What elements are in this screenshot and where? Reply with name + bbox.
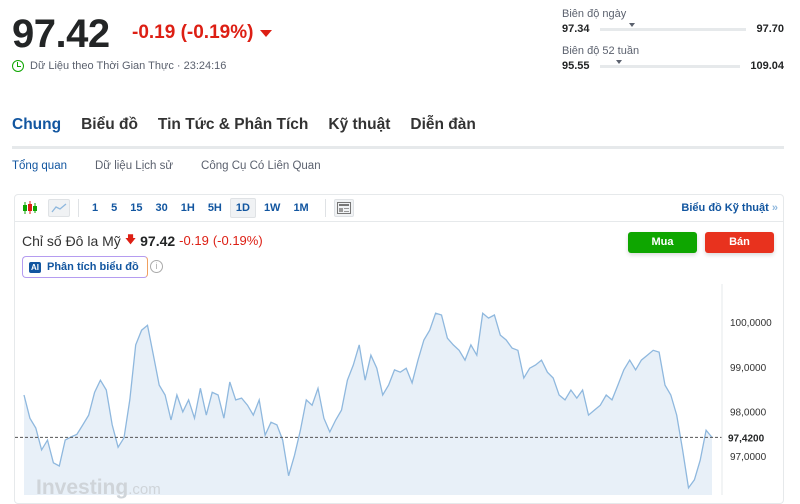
- subtab-cong-cu[interactable]: Công Cụ Có Liên Quan: [201, 160, 321, 172]
- interval-1m[interactable]: 1M: [293, 201, 309, 214]
- day-low: 97.34: [562, 23, 590, 35]
- instrument-price: 97.42: [140, 232, 176, 249]
- current-price-tag: [723, 429, 771, 446]
- day-high: 97.70: [756, 23, 784, 35]
- info-icon[interactable]: i: [150, 260, 163, 273]
- current-price-label: 97,4200: [728, 433, 765, 444]
- buy-button[interactable]: Mua: [628, 232, 697, 253]
- instrument-name: Chỉ số Đô la Mỹ: [22, 232, 121, 249]
- technical-chart-link[interactable]: Biểu đồ Kỹ thuật »: [681, 202, 778, 214]
- down-arrow-icon: [260, 30, 272, 37]
- technical-chart-label: Biểu đồ Kỹ thuật: [681, 202, 769, 214]
- interval-1[interactable]: 1: [92, 201, 99, 214]
- area-fill: [24, 313, 712, 495]
- tab-ky-thuat[interactable]: Kỹ thuật: [328, 116, 391, 133]
- week52-range: Biên độ 52 tuần 95.55 109.04: [562, 45, 784, 72]
- toolbar-divider: [324, 198, 326, 217]
- y-tick-label: 97,0000: [730, 452, 767, 463]
- down-arrow-icon: 🡇: [124, 234, 137, 246]
- tab-dien-dan[interactable]: Diễn đàn: [410, 116, 476, 133]
- instrument-change-pct: (-0.19%): [212, 233, 263, 248]
- clock-icon: [12, 60, 24, 72]
- interval-1h[interactable]: 1H: [180, 201, 195, 214]
- ai-icon: AI: [29, 261, 41, 273]
- y-tick-label: 98,0000: [730, 407, 767, 418]
- toolbar-divider: [78, 198, 79, 217]
- chart-toolbar: 1 5 15 30 1H 5H 1D 1W 1M: [14, 194, 784, 222]
- range-marker: [628, 22, 635, 27]
- price-line: [23, 311, 713, 490]
- day-range: Biên độ ngày 97.34 97.70: [562, 8, 784, 35]
- instrument-change: -0.19: [179, 233, 209, 248]
- realtime-label: Dữ Liệu theo Thời Gian Thực · 23:24:16: [30, 60, 227, 72]
- price-change: -0.19 (-0.19%): [132, 22, 254, 43]
- tab-divider: [12, 146, 784, 149]
- subtab-du-lieu-lich-su[interactable]: Dữ liệu Lịch sử: [95, 160, 174, 172]
- tab-tin-tuc[interactable]: Tin Tức & Phân Tích: [157, 116, 309, 133]
- interval-15[interactable]: 15: [130, 201, 143, 214]
- interval-5h[interactable]: 5H: [207, 201, 222, 214]
- main-tabs: Chung Biểu đồ Tin Tức & Phân Tích Kỹ thu…: [12, 116, 476, 149]
- current-price: 97.42: [12, 12, 110, 56]
- y-tick-label: 99,0000: [730, 363, 767, 374]
- instrument-header: Chỉ số Đô la Mỹ 🡇 97.42 -0.19 (-0.19%): [22, 231, 263, 250]
- interval-5[interactable]: 5: [111, 201, 118, 214]
- sub-tabs: Tổng quan Dữ liệu Lịch sử Công Cụ Có Liê…: [12, 160, 321, 172]
- day-range-label: Biên độ ngày: [562, 8, 627, 20]
- sell-button[interactable]: Bán: [705, 232, 774, 253]
- interval-30[interactable]: 30: [155, 201, 168, 214]
- layout-icon[interactable]: [333, 198, 354, 217]
- range-marker: [616, 59, 623, 64]
- candlestick-icon[interactable]: [20, 199, 40, 217]
- tab-bieu-do[interactable]: Biểu đồ: [81, 116, 138, 133]
- ai-analysis-label: Phân tích biểu đồ: [47, 261, 139, 273]
- investing-watermark: Investing.com: [36, 476, 161, 499]
- week52-range-label: Biên độ 52 tuần: [562, 45, 640, 57]
- interval-1w[interactable]: 1W: [263, 201, 281, 214]
- realtime-status: Dữ Liệu theo Thời Gian Thực · 23:24:16: [12, 60, 226, 72]
- week52-high: 109.04: [750, 60, 784, 72]
- area-chart-icon[interactable]: [48, 198, 70, 217]
- y-tick-label: 100,0000: [730, 318, 772, 329]
- ai-analysis-button[interactable]: AI Phân tích biểu đồ: [22, 256, 148, 278]
- subtab-tong-quan[interactable]: Tổng quan: [12, 160, 67, 172]
- interval-1d[interactable]: 1D: [229, 197, 256, 218]
- week52-low: 95.55: [562, 60, 590, 72]
- double-chevron-right-icon: »: [771, 202, 778, 214]
